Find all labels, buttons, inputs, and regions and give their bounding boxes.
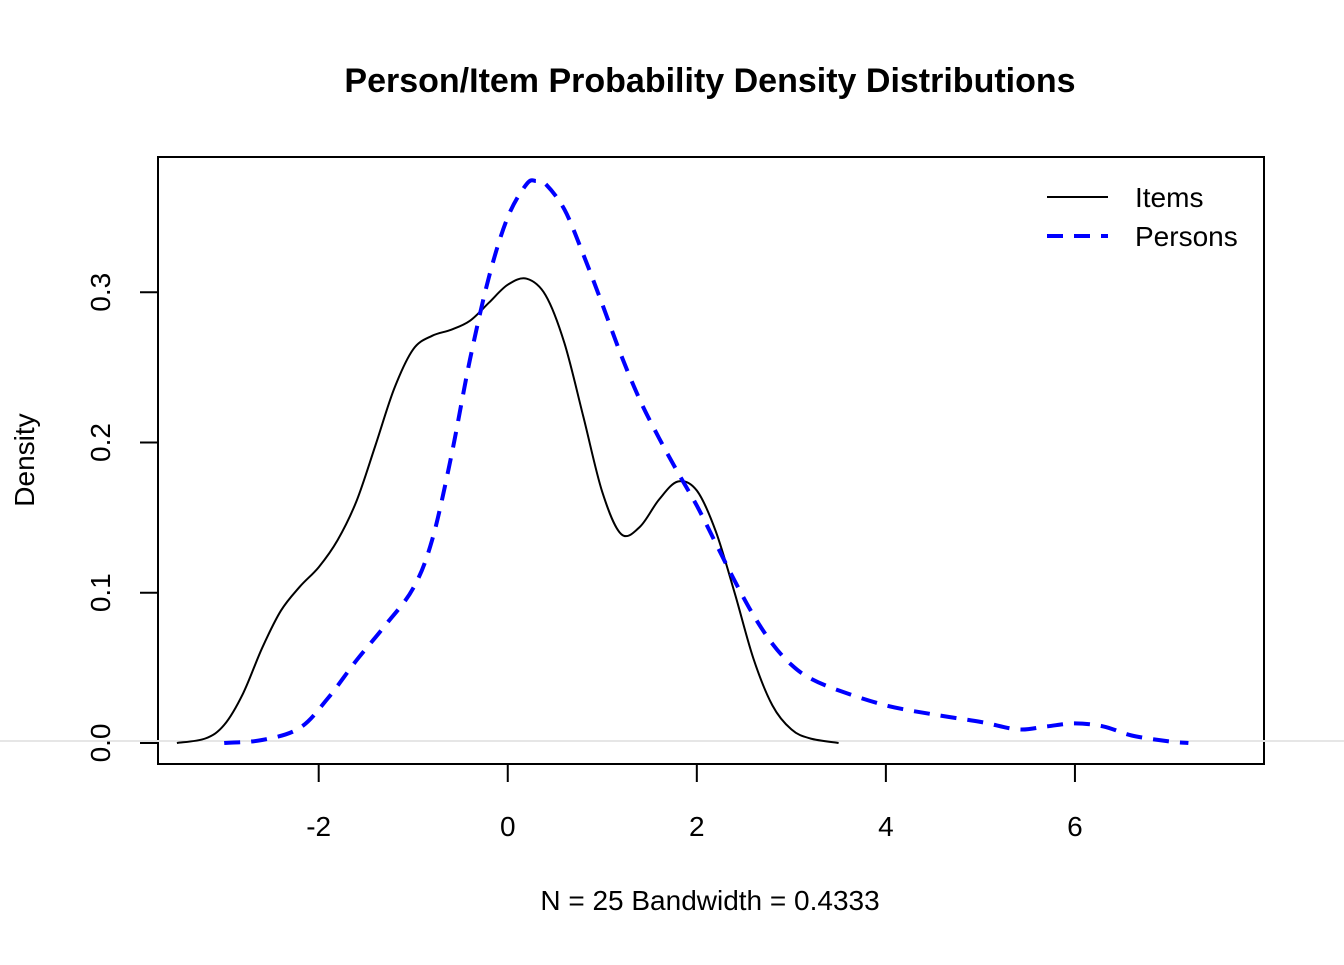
y-tick-label: 0.3 <box>85 273 116 312</box>
x-axis: -2 0 2 4 6 <box>306 764 1083 842</box>
legend: Items Persons <box>1047 182 1238 252</box>
legend-label-persons: Persons <box>1135 221 1238 252</box>
legend-box <box>1020 156 1265 272</box>
x-tick-label: 0 <box>500 811 516 842</box>
x-tick-label: 4 <box>878 811 894 842</box>
x-tick-label: -2 <box>306 811 331 842</box>
plot-frame <box>157 156 1265 765</box>
chart-title: Person/Item Probability Density Distribu… <box>344 62 1075 100</box>
series-items-line <box>176 277 839 744</box>
y-tick-label: 0.2 <box>85 423 116 462</box>
x-tick-label: 2 <box>689 811 705 842</box>
y-axis-label: Density <box>9 413 40 506</box>
x-axis-label: N = 25 Bandwidth = 0.4333 <box>540 885 879 916</box>
series-layer <box>176 178 1189 745</box>
series-persons-line <box>224 178 1189 745</box>
y-tick-label: 0.1 <box>85 573 116 612</box>
y-axis: 0.0 0.1 0.2 0.3 <box>85 273 158 762</box>
x-tick-label: 6 <box>1067 811 1083 842</box>
y-tick-label: 0.0 <box>85 723 116 762</box>
legend-label-items: Items <box>1135 182 1203 213</box>
